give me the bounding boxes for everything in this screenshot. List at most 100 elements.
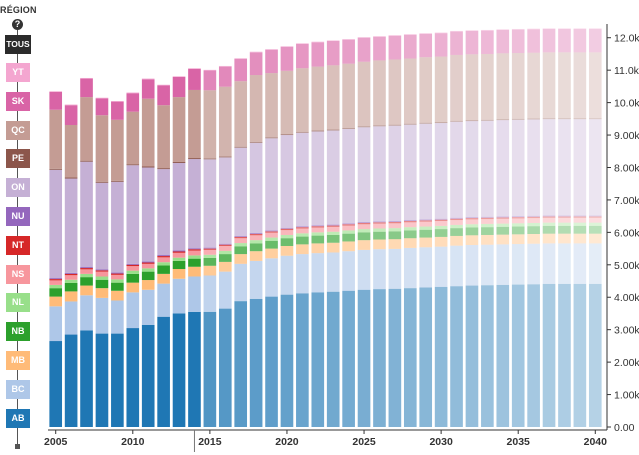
bar-segment-nl-2016[interactable]	[218, 250, 232, 255]
bar-segment-bc-2037[interactable]	[542, 243, 556, 284]
bar-segment-yt-2028[interactable]	[403, 34, 417, 35]
bar-segment-nt-2038[interactable]	[558, 216, 571, 218]
bar-segment-yt-2023[interactable]	[326, 40, 340, 41]
bar-segment-mb-2016[interactable]	[218, 261, 232, 272]
bar-segment-ab-2039[interactable]	[573, 283, 587, 427]
bar-segment-ab-2038[interactable]	[558, 283, 571, 427]
bar-segment-yt-2009[interactable]	[111, 100, 124, 102]
bar-segment-mb-2035[interactable]	[511, 234, 525, 245]
bar-segment-qc-2010[interactable]	[126, 111, 140, 165]
bar-segment-nt-2031[interactable]	[450, 218, 463, 221]
bar-segment-ab-2016[interactable]	[218, 308, 232, 427]
bar-segment-yt-2037[interactable]	[542, 28, 556, 29]
bar-segment-ns-2029[interactable]	[419, 221, 433, 227]
bar-segment-nu-2027[interactable]	[388, 221, 402, 222]
bar-segment-bc-2035[interactable]	[511, 244, 525, 285]
bar-segment-ab-2029[interactable]	[419, 287, 433, 427]
bar-segment-on-2032[interactable]	[465, 121, 479, 218]
bar-segment-ab-2034[interactable]	[496, 284, 510, 427]
bar-segment-sk-2026[interactable]	[373, 36, 386, 61]
region-button-nl[interactable]: NL	[6, 293, 30, 313]
bar-segment-bc-2005[interactable]	[49, 306, 63, 342]
bar-segment-on-2005[interactable]	[49, 169, 63, 279]
bar-segment-sk-2023[interactable]	[326, 40, 340, 66]
bar-segment-pe-2022[interactable]	[311, 130, 325, 132]
bar-segment-qc-2016[interactable]	[218, 86, 232, 157]
bar-segment-sk-2007[interactable]	[80, 78, 93, 98]
bar-segment-ns-2007[interactable]	[80, 269, 93, 274]
bar-segment-nu-2012[interactable]	[157, 255, 170, 257]
bar-segment-ab-2008[interactable]	[95, 333, 109, 427]
bar-segment-ns-2008[interactable]	[95, 271, 109, 277]
bar-segment-nl-2020[interactable]	[280, 234, 294, 239]
bar-segment-sk-2017[interactable]	[234, 58, 248, 82]
bar-segment-qc-2038[interactable]	[558, 52, 571, 119]
bar-segment-yt-2021[interactable]	[296, 43, 309, 44]
bar-segment-nb-2040[interactable]	[588, 225, 602, 234]
bar-segment-ns-2030[interactable]	[434, 221, 448, 226]
bar-segment-ns-2031[interactable]	[450, 220, 463, 225]
bar-segment-ns-2020[interactable]	[280, 230, 294, 235]
bar-segment-pe-2030[interactable]	[434, 122, 448, 124]
bar-segment-qc-2033[interactable]	[481, 53, 494, 120]
bar-segment-nu-2007[interactable]	[80, 267, 93, 269]
bar-segment-nb-2018[interactable]	[249, 243, 263, 252]
bar-segment-nt-2016[interactable]	[218, 244, 232, 246]
bar-segment-pe-2005[interactable]	[49, 168, 63, 170]
bar-segment-nt-2012[interactable]	[157, 256, 170, 258]
region-button-yt[interactable]: YT	[6, 63, 30, 82]
bar-segment-mb-2022[interactable]	[311, 243, 325, 254]
bar-segment-nt-2034[interactable]	[496, 217, 510, 219]
bar-segment-yt-2024[interactable]	[342, 39, 355, 40]
bar-segment-nb-2019[interactable]	[265, 240, 278, 249]
bar-segment-nl-2014[interactable]	[188, 255, 201, 259]
bar-segment-nl-2038[interactable]	[558, 222, 571, 226]
bar-segment-on-2040[interactable]	[588, 119, 602, 216]
bar-segment-nb-2025[interactable]	[357, 232, 371, 241]
bar-segment-qc-2030[interactable]	[434, 56, 448, 123]
bar-segment-mb-2018[interactable]	[249, 251, 263, 261]
bar-segment-ab-2040[interactable]	[588, 283, 602, 427]
bar-segment-bc-2014[interactable]	[188, 276, 201, 312]
bar-segment-sk-2016[interactable]	[218, 66, 232, 87]
bar-segment-pe-2011[interactable]	[141, 166, 155, 168]
bar-segment-nt-2019[interactable]	[265, 231, 278, 233]
bar-segment-pe-2009[interactable]	[111, 180, 124, 182]
bar-segment-nb-2036[interactable]	[527, 226, 540, 234]
bar-segment-pe-2034[interactable]	[496, 119, 510, 121]
bar-segment-pe-2019[interactable]	[265, 137, 278, 139]
bar-segment-nb-2012[interactable]	[157, 265, 170, 274]
bar-segment-mb-2031[interactable]	[450, 235, 463, 246]
bar-segment-ab-2011[interactable]	[141, 324, 155, 427]
region-button-mb[interactable]: MB	[6, 351, 30, 370]
bar-segment-bc-2040[interactable]	[588, 243, 602, 284]
bar-segment-pe-2018[interactable]	[249, 141, 263, 143]
bar-segment-pe-2029[interactable]	[419, 122, 433, 124]
bar-segment-qc-2018[interactable]	[249, 75, 263, 142]
bar-segment-pe-2015[interactable]	[203, 158, 217, 160]
bar-segment-on-2023[interactable]	[326, 130, 340, 225]
bar-segment-nu-2017[interactable]	[234, 235, 248, 237]
bar-segment-qc-2006[interactable]	[64, 124, 78, 178]
bar-segment-nb-2028[interactable]	[403, 230, 417, 239]
bar-segment-nl-2011[interactable]	[141, 268, 155, 272]
bar-segment-nl-2023[interactable]	[326, 231, 340, 235]
bar-segment-yt-2008[interactable]	[95, 97, 109, 99]
bar-segment-qc-2026[interactable]	[373, 60, 386, 126]
bar-segment-on-2026[interactable]	[373, 126, 386, 222]
bar-segment-sk-2024[interactable]	[342, 39, 355, 64]
bar-segment-bc-2007[interactable]	[80, 295, 93, 331]
bar-segment-yt-2036[interactable]	[527, 28, 540, 30]
bar-segment-mb-2011[interactable]	[141, 280, 155, 290]
bar-segment-sk-2039[interactable]	[573, 28, 587, 53]
bar-segment-nb-2016[interactable]	[218, 254, 232, 262]
bar-segment-ns-2012[interactable]	[157, 257, 170, 263]
bar-segment-qc-2017[interactable]	[234, 81, 248, 147]
bar-segment-sk-2015[interactable]	[203, 70, 217, 91]
bar-segment-sk-2027[interactable]	[388, 35, 402, 60]
bar-segment-on-2033[interactable]	[481, 120, 494, 217]
bar-segment-bc-2026[interactable]	[373, 249, 386, 290]
bar-segment-mb-2006[interactable]	[64, 291, 78, 302]
bar-segment-ns-2035[interactable]	[511, 218, 525, 224]
bar-segment-pe-2035[interactable]	[511, 118, 525, 120]
